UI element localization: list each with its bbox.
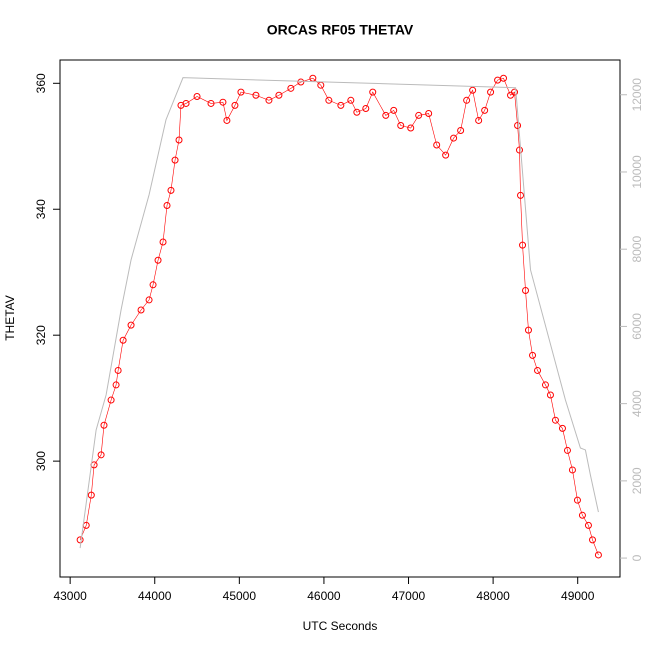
point	[154, 256, 162, 264]
y2-tick-label: 8000	[630, 236, 644, 263]
point	[487, 88, 495, 96]
point	[119, 336, 127, 344]
plot-box	[59, 59, 621, 578]
point	[76, 536, 84, 544]
point	[475, 116, 483, 124]
point	[516, 146, 524, 154]
y2-tick-label: 12000	[630, 78, 644, 112]
point	[353, 108, 361, 116]
point	[573, 496, 581, 504]
point	[578, 511, 586, 519]
point	[159, 238, 167, 246]
point	[171, 156, 179, 164]
point	[297, 78, 305, 86]
y-axis-label: THETAV	[3, 295, 17, 341]
y-tick-label: 300	[34, 451, 48, 471]
point	[450, 134, 458, 142]
point	[193, 93, 201, 101]
point	[207, 99, 215, 107]
chart-title: ORCAS RF05 THETAV	[267, 22, 414, 38]
point	[182, 99, 190, 107]
x-tick-label: 49000	[561, 589, 595, 603]
point	[252, 91, 260, 99]
point	[137, 306, 145, 314]
x-tick-label: 44000	[138, 589, 172, 603]
y-tick-label: 340	[34, 199, 48, 219]
point	[546, 391, 554, 399]
point	[337, 101, 345, 109]
y2-tick-label: 10000	[630, 155, 644, 189]
point	[442, 151, 450, 159]
point	[175, 136, 183, 144]
y2-tick-label: 6000	[630, 313, 644, 340]
y-tick-label: 320	[34, 325, 48, 345]
point	[522, 286, 530, 294]
series-line	[79, 77, 599, 556]
point	[397, 121, 405, 129]
point	[425, 110, 433, 118]
point	[87, 491, 95, 499]
point	[563, 446, 571, 454]
point	[97, 451, 105, 459]
point	[347, 96, 355, 104]
point	[541, 381, 549, 389]
point	[457, 127, 465, 135]
point	[275, 91, 283, 99]
point	[114, 366, 122, 374]
point	[127, 321, 135, 329]
point	[362, 104, 370, 112]
point	[237, 88, 245, 96]
point	[534, 366, 542, 374]
point	[589, 536, 597, 544]
point	[369, 88, 377, 96]
point	[325, 96, 333, 104]
point	[481, 106, 489, 114]
point	[514, 121, 522, 129]
point	[145, 296, 153, 304]
x-tick-label: 45000	[223, 589, 257, 603]
point	[107, 396, 115, 404]
point	[517, 191, 525, 199]
point	[265, 96, 273, 104]
x-axis-label: UTC Seconds	[303, 619, 378, 633]
x-tick-label: 43000	[53, 589, 87, 603]
x-tick-label: 48000	[476, 589, 510, 603]
point	[433, 141, 441, 149]
point	[594, 551, 602, 559]
y-tick-label: 360	[34, 73, 48, 93]
point	[163, 201, 171, 209]
point	[219, 98, 227, 106]
point	[568, 466, 576, 474]
point	[529, 351, 537, 359]
point	[524, 326, 532, 334]
y2-tick-label: 2000	[630, 467, 644, 494]
point	[519, 241, 527, 249]
point	[167, 186, 175, 194]
point	[223, 116, 231, 124]
point	[469, 86, 477, 94]
point	[390, 106, 398, 114]
point	[558, 424, 566, 432]
point	[287, 84, 295, 92]
point	[149, 281, 157, 289]
point	[100, 421, 108, 429]
x-tick-label: 47000	[392, 589, 426, 603]
y2-tick-label: 4000	[630, 390, 644, 417]
x-tick-label: 46000	[307, 589, 341, 603]
point	[407, 124, 415, 132]
point	[382, 111, 390, 119]
point	[463, 96, 471, 104]
point	[584, 521, 592, 529]
point	[415, 111, 423, 119]
point	[231, 101, 239, 109]
y2-tick-label: 0	[630, 554, 644, 561]
point	[500, 74, 508, 82]
point	[551, 416, 559, 424]
altitude-line	[79, 77, 599, 549]
point	[112, 381, 120, 389]
point	[511, 88, 519, 96]
